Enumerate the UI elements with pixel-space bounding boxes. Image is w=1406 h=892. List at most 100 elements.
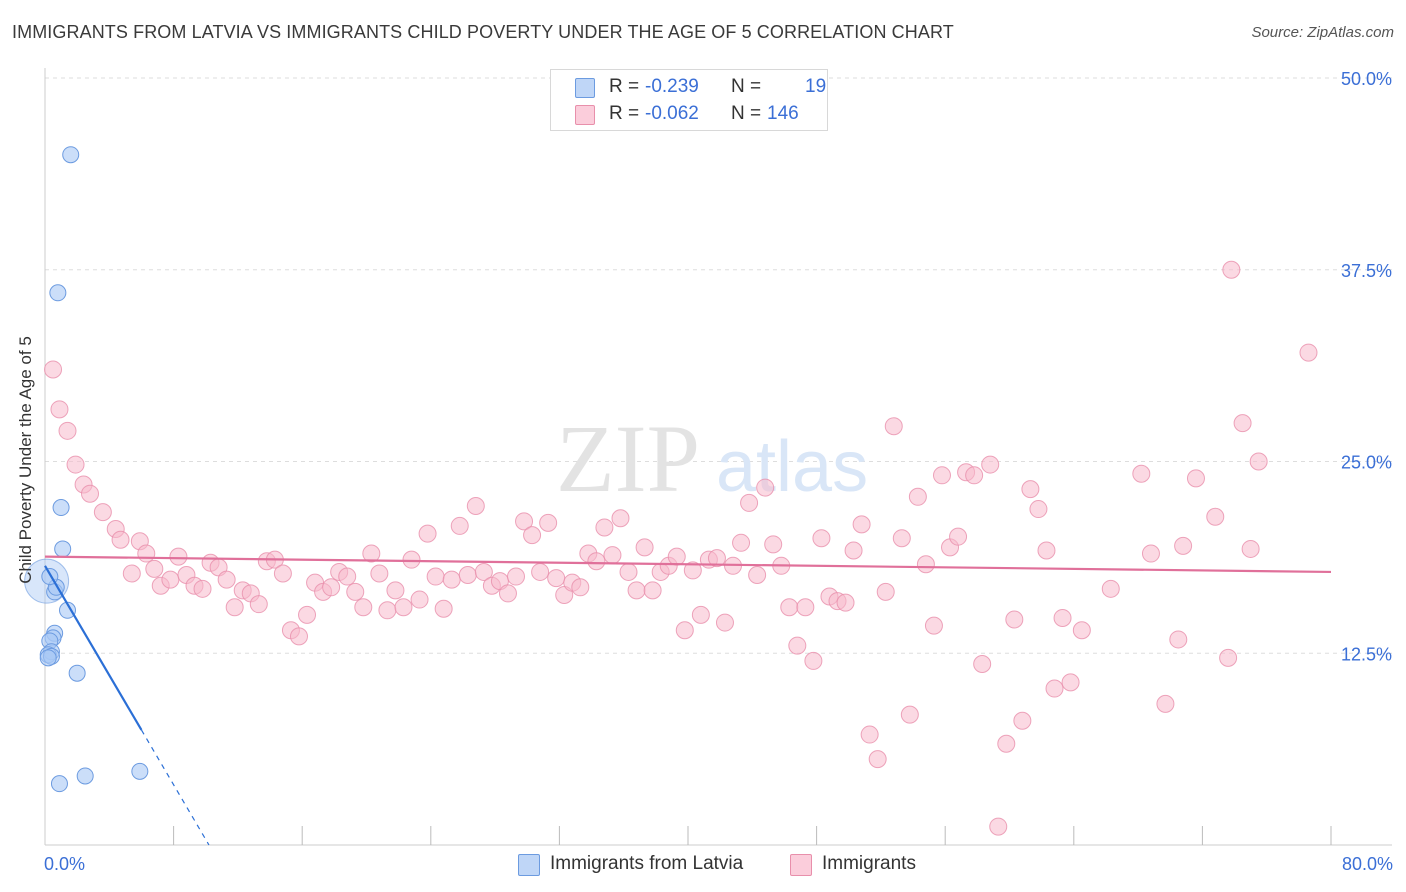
point-immigrants-5 bbox=[81, 484, 100, 503]
point-latvia-18 bbox=[39, 649, 57, 667]
point-immigrants-28 bbox=[273, 564, 292, 583]
point-immigrants-116 bbox=[981, 455, 1000, 474]
point-immigrants-40 bbox=[370, 564, 389, 583]
point-immigrants-117 bbox=[989, 817, 1008, 836]
legend-r-label: R = bbox=[609, 76, 640, 97]
point-immigrants-89 bbox=[764, 535, 783, 554]
point-immigrants-138 bbox=[1241, 539, 1260, 558]
point-immigrants-115 bbox=[973, 654, 992, 673]
point-immigrants-135 bbox=[1222, 260, 1241, 279]
point-immigrants-118 bbox=[997, 734, 1016, 753]
legend-swatch-blue bbox=[575, 78, 595, 98]
point-immigrants-37 bbox=[346, 582, 365, 601]
point-immigrants-72 bbox=[627, 581, 646, 600]
point-immigrants-48 bbox=[434, 599, 453, 618]
point-immigrants-105 bbox=[892, 529, 911, 548]
point-immigrants-69 bbox=[603, 546, 622, 565]
point-immigrants-110 bbox=[932, 466, 951, 485]
series-immigrants-from-latvia bbox=[24, 146, 149, 793]
point-immigrants-2 bbox=[58, 421, 77, 440]
point-immigrants-25 bbox=[249, 595, 268, 614]
point-immigrants-129 bbox=[1141, 544, 1160, 563]
point-immigrants-34 bbox=[322, 578, 341, 597]
point-immigrants-103 bbox=[876, 582, 895, 601]
point-latvia-2 bbox=[52, 499, 70, 517]
point-immigrants-104 bbox=[884, 417, 903, 436]
point-immigrants-44 bbox=[402, 550, 421, 569]
trend-line-immigrants bbox=[44, 555, 1332, 574]
point-immigrants-73 bbox=[635, 538, 654, 557]
point-immigrants-102 bbox=[868, 750, 887, 769]
chart-title: IMMIGRANTS FROM LATVIA VS IMMIGRANTS CHI… bbox=[12, 22, 954, 42]
point-immigrants-126 bbox=[1061, 673, 1080, 692]
watermark: ZIP atlas bbox=[556, 405, 868, 512]
point-immigrants-108 bbox=[916, 555, 935, 574]
point-immigrants-122 bbox=[1029, 500, 1048, 519]
point-latvia-3 bbox=[54, 540, 72, 558]
point-immigrants-61 bbox=[539, 513, 558, 532]
point-immigrants-57 bbox=[506, 567, 525, 586]
point-immigrants-125 bbox=[1053, 608, 1072, 627]
point-immigrants-36 bbox=[338, 567, 357, 586]
point-immigrants-51 bbox=[458, 566, 477, 585]
point-immigrants-39 bbox=[362, 544, 381, 563]
trend-lines bbox=[44, 555, 1332, 846]
y-tick-label-2: 37.5% bbox=[1341, 261, 1392, 281]
point-immigrants-93 bbox=[796, 598, 815, 617]
source-label: Source: ZipAtlas.com bbox=[1251, 24, 1394, 41]
point-immigrants-43 bbox=[394, 598, 413, 617]
point-immigrants-130 bbox=[1156, 694, 1175, 713]
point-latvia-14 bbox=[76, 767, 94, 785]
legend-swatch-pink bbox=[575, 105, 595, 125]
point-immigrants-3 bbox=[66, 455, 85, 474]
point-immigrants-132 bbox=[1174, 536, 1193, 555]
point-immigrants-83 bbox=[715, 613, 734, 632]
legend-n-value-immigrants: 146 bbox=[767, 103, 799, 124]
bottom-legend-label-immigrants: Immigrants bbox=[822, 853, 916, 874]
point-immigrants-30 bbox=[289, 627, 308, 646]
point-immigrants-127 bbox=[1101, 579, 1120, 598]
point-immigrants-141 bbox=[1072, 621, 1091, 640]
tick-labels: 12.5% 25.0% 37.5% 50.0% 0.0% 80.0% bbox=[44, 69, 1393, 874]
point-immigrants-11 bbox=[137, 544, 156, 563]
point-immigrants-1 bbox=[50, 400, 69, 419]
point-immigrants-22 bbox=[225, 598, 244, 617]
point-immigrants-59 bbox=[523, 526, 542, 545]
point-immigrants-124 bbox=[1045, 679, 1064, 698]
point-immigrants-133 bbox=[1186, 469, 1205, 488]
point-immigrants-68 bbox=[595, 518, 614, 537]
point-immigrants-79 bbox=[683, 561, 702, 580]
point-immigrants-42 bbox=[386, 581, 405, 600]
point-latvia-1 bbox=[49, 284, 67, 302]
point-immigrants-114 bbox=[965, 466, 984, 485]
y-axis-label: Child Poverty Under the Age of 5 bbox=[16, 336, 35, 584]
watermark-atlas: atlas bbox=[716, 427, 868, 507]
legend-r-label: R = bbox=[609, 103, 640, 124]
point-immigrants-134 bbox=[1206, 507, 1225, 526]
point-immigrants-74 bbox=[643, 581, 662, 600]
point-immigrants-9 bbox=[122, 564, 141, 583]
point-immigrants-139 bbox=[1249, 452, 1268, 471]
point-immigrants-53 bbox=[474, 562, 493, 581]
bottom-legend-swatch-pink bbox=[790, 854, 812, 876]
point-immigrants-18 bbox=[193, 579, 212, 598]
point-immigrants-131 bbox=[1169, 630, 1188, 649]
series-immigrants bbox=[44, 260, 1318, 836]
point-immigrants-71 bbox=[619, 562, 638, 581]
y-tick-label-0: 12.5% bbox=[1341, 644, 1392, 664]
point-immigrants-56 bbox=[498, 584, 517, 603]
point-immigrants-112 bbox=[949, 527, 968, 546]
point-immigrants-21 bbox=[217, 570, 236, 589]
point-immigrants-62 bbox=[547, 569, 566, 588]
point-immigrants-14 bbox=[161, 570, 180, 589]
point-immigrants-99 bbox=[844, 541, 863, 560]
x-tick-label-1: 80.0% bbox=[1342, 854, 1393, 874]
point-latvia-13 bbox=[68, 664, 86, 682]
point-immigrants-41 bbox=[378, 601, 397, 620]
point-immigrants-91 bbox=[780, 598, 799, 617]
point-immigrants-31 bbox=[298, 605, 317, 624]
legend-n-label: N = bbox=[731, 76, 762, 97]
bottom-legend-swatch-blue bbox=[518, 854, 540, 876]
point-immigrants-0 bbox=[44, 360, 63, 379]
